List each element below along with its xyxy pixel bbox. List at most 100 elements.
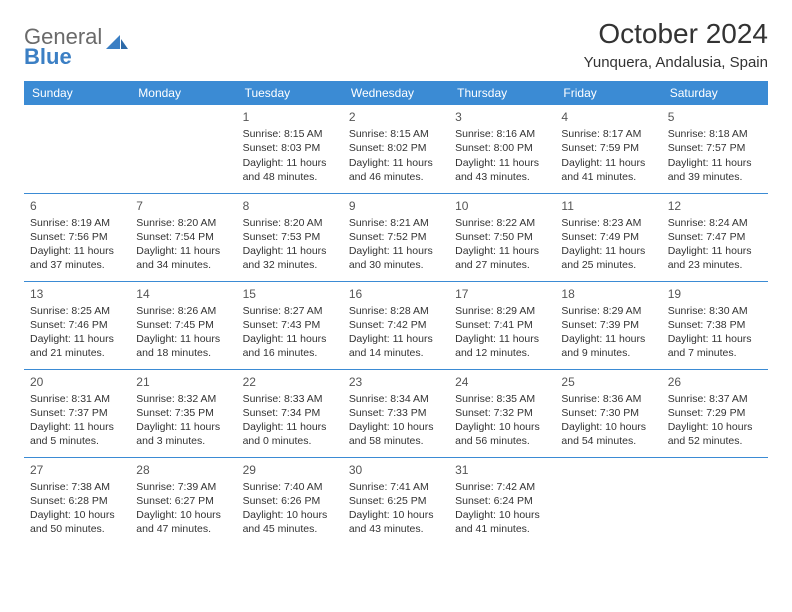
sunset-text: Sunset: 7:50 PM: [455, 230, 549, 244]
day-number: 21: [136, 374, 230, 390]
calendar-cell: 3Sunrise: 8:16 AMSunset: 8:00 PMDaylight…: [449, 105, 555, 193]
header: General October 2024 Yunquera, Andalusia…: [24, 18, 768, 71]
sunset-text: Sunset: 7:37 PM: [30, 406, 124, 420]
day-number: 18: [561, 286, 655, 302]
day-number: 4: [561, 109, 655, 125]
sunrise-text: Sunrise: 8:22 AM: [455, 216, 549, 230]
sunrise-text: Sunrise: 8:33 AM: [243, 392, 337, 406]
calendar-cell: [662, 457, 768, 545]
daylight-text: and 12 minutes.: [455, 346, 549, 360]
calendar-cell: 22Sunrise: 8:33 AMSunset: 7:34 PMDayligh…: [237, 369, 343, 457]
sunset-text: Sunset: 7:35 PM: [136, 406, 230, 420]
day-header: Thursday: [449, 81, 555, 105]
day-number: 19: [668, 286, 762, 302]
daylight-text: Daylight: 10 hours: [243, 508, 337, 522]
daylight-text: and 0 minutes.: [243, 434, 337, 448]
calendar-cell: 5Sunrise: 8:18 AMSunset: 7:57 PMDaylight…: [662, 105, 768, 193]
sunrise-text: Sunrise: 7:40 AM: [243, 480, 337, 494]
day-number: 15: [243, 286, 337, 302]
sunset-text: Sunset: 7:59 PM: [561, 141, 655, 155]
daylight-text: and 43 minutes.: [349, 522, 443, 536]
daylight-text: Daylight: 11 hours: [561, 156, 655, 170]
day-number: 17: [455, 286, 549, 302]
daylight-text: and 21 minutes.: [30, 346, 124, 360]
daylight-text: Daylight: 11 hours: [561, 244, 655, 258]
day-number: 3: [455, 109, 549, 125]
daylight-text: and 52 minutes.: [668, 434, 762, 448]
calendar-cell: 28Sunrise: 7:39 AMSunset: 6:27 PMDayligh…: [130, 457, 236, 545]
day-number: 24: [455, 374, 549, 390]
day-number: 23: [349, 374, 443, 390]
calendar-cell: 4 Sunrise: 8:17 AMSunset: 7:59 PMDaylight…: [555, 105, 661, 193]
daylight-text: Daylight: 10 hours: [349, 508, 443, 522]
calendar-cell: 6Sunrise: 8:19 AMSunset: 7:56 PMDaylight…: [24, 193, 130, 281]
sunset-text: Sunset: 7:32 PM: [455, 406, 549, 420]
calendar-cell: 8Sunrise: 8:20 AMSunset: 7:53 PMDaylight…: [237, 193, 343, 281]
calendar-cell: 15Sunrise: 8:27 AMSunset: 7:43 PMDayligh…: [237, 281, 343, 369]
calendar-cell: 16Sunrise: 8:28 AMSunset: 7:42 PMDayligh…: [343, 281, 449, 369]
daylight-text: Daylight: 11 hours: [243, 156, 337, 170]
brand-text-part2: Blue: [24, 44, 72, 70]
sunset-text: Sunset: 7:34 PM: [243, 406, 337, 420]
daylight-text: Daylight: 11 hours: [243, 332, 337, 346]
sunset-text: Sunset: 8:00 PM: [455, 141, 549, 155]
daylight-text: Daylight: 11 hours: [455, 332, 549, 346]
calendar-cell: 11Sunrise: 8:23 AMSunset: 7:49 PMDayligh…: [555, 193, 661, 281]
sunrise-text: Sunrise: 8:16 AM: [455, 127, 549, 141]
daylight-text: and 41 minutes.: [455, 522, 549, 536]
daylight-text: and 50 minutes.: [30, 522, 124, 536]
daylight-text: Daylight: 10 hours: [30, 508, 124, 522]
day-number: 14: [136, 286, 230, 302]
sunset-text: Sunset: 7:54 PM: [136, 230, 230, 244]
day-number: 6: [30, 198, 124, 214]
location-text: Yunquera, Andalusia, Spain: [584, 54, 768, 71]
sunrise-text: Sunrise: 8:29 AM: [561, 304, 655, 318]
sunrise-text: Sunrise: 7:42 AM: [455, 480, 549, 494]
daylight-text: Daylight: 11 hours: [668, 244, 762, 258]
sunrise-text: Sunrise: 8:36 AM: [561, 392, 655, 406]
daylight-text: and 25 minutes.: [561, 258, 655, 272]
sunrise-text: Sunrise: 8:24 AM: [668, 216, 762, 230]
sunset-text: Sunset: 7:46 PM: [30, 318, 124, 332]
sunrise-text: Sunrise: 8:32 AM: [136, 392, 230, 406]
daylight-text: and 39 minutes.: [668, 170, 762, 184]
sunrise-text: Sunrise: 8:18 AM: [668, 127, 762, 141]
calendar-cell: 18 Sunrise: 8:29 AMSunset: 7:39 PMDayligh…: [555, 281, 661, 369]
sunset-text: Sunset: 7:39 PM: [561, 318, 655, 332]
daylight-text: and 58 minutes.: [349, 434, 443, 448]
day-number: 20: [30, 374, 124, 390]
calendar-cell: 14Sunrise: 8:26 AMSunset: 7:45 PMDayligh…: [130, 281, 236, 369]
daylight-text: Daylight: 10 hours: [349, 420, 443, 434]
calendar-cell: 31Sunrise: 7:42 AMSunset: 6:24 PMDayligh…: [449, 457, 555, 545]
daylight-text: Daylight: 10 hours: [455, 420, 549, 434]
daylight-text: and 48 minutes.: [243, 170, 337, 184]
daylight-text: Daylight: 11 hours: [668, 156, 762, 170]
calendar-cell: 30Sunrise: 7:41 AMSunset: 6:25 PMDayligh…: [343, 457, 449, 545]
day-number: 12: [668, 198, 762, 214]
calendar-row: 27Sunrise: 7:38 AMSunset: 6:28 PMDayligh…: [24, 457, 768, 545]
sunset-text: Sunset: 6:26 PM: [243, 494, 337, 508]
sunrise-text: Sunrise: 8:31 AM: [30, 392, 124, 406]
calendar-table: Sunday Monday Tuesday Wednesday Thursday…: [24, 81, 768, 545]
daylight-text: Daylight: 11 hours: [136, 332, 230, 346]
daylight-text: and 16 minutes.: [243, 346, 337, 360]
day-number: 2: [349, 109, 443, 125]
calendar-cell: 19Sunrise: 8:30 AMSunset: 7:38 PMDayligh…: [662, 281, 768, 369]
daylight-text: and 3 minutes.: [136, 434, 230, 448]
daylight-text: and 46 minutes.: [349, 170, 443, 184]
calendar-cell: 9Sunrise: 8:21 AMSunset: 7:52 PMDaylight…: [343, 193, 449, 281]
calendar-cell: 1Sunrise: 8:15 AMSunset: 8:03 PMDaylight…: [237, 105, 343, 193]
sunset-text: Sunset: 7:57 PM: [668, 141, 762, 155]
daylight-text: Daylight: 11 hours: [561, 332, 655, 346]
sunset-text: Sunset: 8:03 PM: [243, 141, 337, 155]
daylight-text: Daylight: 10 hours: [668, 420, 762, 434]
day-header: Monday: [130, 81, 236, 105]
day-number: 26: [668, 374, 762, 390]
sunrise-text: Sunrise: 8:17 AM: [561, 127, 655, 141]
calendar-cell: 26Sunrise: 8:37 AMSunset: 7:29 PMDayligh…: [662, 369, 768, 457]
daylight-text: Daylight: 11 hours: [349, 244, 443, 258]
sunset-text: Sunset: 6:28 PM: [30, 494, 124, 508]
calendar-cell: 25Sunrise: 8:36 AMSunset: 7:30 PMDayligh…: [555, 369, 661, 457]
sunrise-text: Sunrise: 8:26 AM: [136, 304, 230, 318]
daylight-text: and 18 minutes.: [136, 346, 230, 360]
